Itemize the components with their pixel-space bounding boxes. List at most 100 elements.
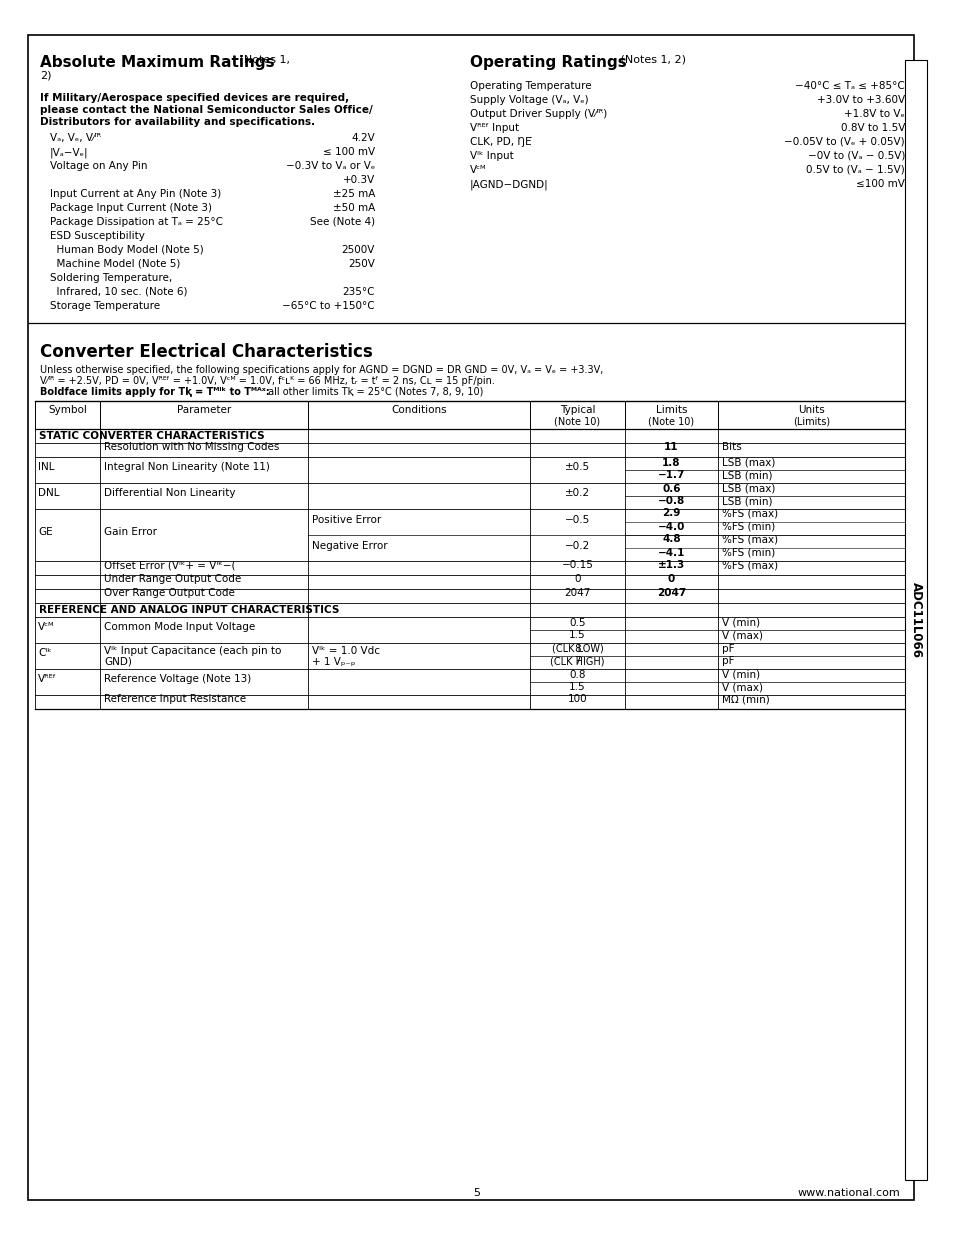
Text: 2047: 2047 [564,588,590,598]
Text: Typical: Typical [559,405,595,415]
Text: Vᴿᴱᶠ: Vᴿᴱᶠ [38,674,57,684]
Text: −0.3V to Vₐ or Vₑ: −0.3V to Vₐ or Vₑ [286,161,375,170]
Text: (CLK HIGH): (CLK HIGH) [550,657,604,667]
Text: REFERENCE AND ANALOG INPUT CHARACTERISTICS: REFERENCE AND ANALOG INPUT CHARACTERISTI… [39,605,339,615]
Text: CLK, PD, ŊE̅: CLK, PD, ŊE̅ [470,137,531,147]
Text: %FS (max): %FS (max) [721,535,778,545]
Text: Output Driver Supply (V⁄ᴵᴿ): Output Driver Supply (V⁄ᴵᴿ) [470,109,607,119]
Text: Vₐ, Vₑ, V⁄ᴵᴿ: Vₐ, Vₑ, V⁄ᴵᴿ [50,133,101,143]
Text: Storage Temperature: Storage Temperature [50,301,160,311]
Text: ≤100 mV: ≤100 mV [855,179,904,189]
Text: Vᴵᵏ = 1.0 Vdc: Vᴵᵏ = 1.0 Vdc [312,646,379,656]
Text: Input Current at Any Pin (Note 3): Input Current at Any Pin (Note 3) [50,189,221,199]
Text: Gain Error: Gain Error [104,527,157,537]
Text: See (Note 4): See (Note 4) [310,217,375,227]
Text: ESD Susceptibility: ESD Susceptibility [50,231,145,241]
Text: Positive Error: Positive Error [312,515,381,525]
Text: Distributors for availability and specifications.: Distributors for availability and specif… [40,117,314,127]
Text: ±0.2: ±0.2 [564,488,590,498]
Text: 235°C: 235°C [342,287,375,296]
Text: pF: pF [721,657,734,667]
Text: Vᶜᴹ: Vᶜᴹ [38,622,54,632]
Text: ADC11L066: ADC11L066 [908,582,922,658]
Text: MΩ (min): MΩ (min) [721,694,769,704]
Text: LSB (max): LSB (max) [721,483,775,494]
Text: 1.5: 1.5 [569,683,585,693]
Text: Parameter: Parameter [176,405,231,415]
Text: pF: pF [721,643,734,653]
Text: Differential Non Linearity: Differential Non Linearity [104,488,235,498]
Text: ±1.3: ±1.3 [658,559,684,571]
Text: 0.6: 0.6 [661,483,680,494]
Text: +3.0V to +3.60V: +3.0V to +3.60V [816,95,904,105]
Text: +1.8V to Vₑ: +1.8V to Vₑ [843,109,904,119]
Text: V (min): V (min) [721,669,760,679]
Text: Package Input Current (Note 3): Package Input Current (Note 3) [50,203,212,212]
Text: 4.2V: 4.2V [351,133,375,143]
Text: (CLK LOW): (CLK LOW) [551,643,602,653]
Text: (Limits): (Limits) [792,416,829,426]
Text: %FS (min): %FS (min) [721,521,775,531]
Text: 0.5: 0.5 [569,618,585,627]
Text: Conditions: Conditions [391,405,446,415]
Text: −4.1: −4.1 [658,547,684,557]
Text: Reference Input Resistance: Reference Input Resistance [104,694,246,704]
Text: 0.8V to 1.5V: 0.8V to 1.5V [840,124,904,133]
Text: www.national.com: www.national.com [797,1188,899,1198]
Text: −0.15: −0.15 [561,559,593,571]
Text: ≤ 100 mV: ≤ 100 mV [322,147,375,157]
Text: V (min): V (min) [721,618,760,627]
Text: 4.8: 4.8 [661,535,680,545]
Text: please contact the National Semiconductor Sales Office/: please contact the National Semiconducto… [40,105,373,115]
Text: −0.05V to (Vₑ + 0.05V): −0.05V to (Vₑ + 0.05V) [783,137,904,147]
Text: all other limits Tⱪ = 25°C (Notes 7, 8, 9, 10): all other limits Tⱪ = 25°C (Notes 7, 8, … [265,387,483,396]
Text: Converter Electrical Characteristics: Converter Electrical Characteristics [40,343,373,361]
Text: %FS (max): %FS (max) [721,509,778,519]
Text: Integral Non Linearity (Note 11): Integral Non Linearity (Note 11) [104,462,270,472]
Text: −65°C to +150°C: −65°C to +150°C [282,301,375,311]
Text: %FS (min): %FS (min) [721,547,775,557]
Text: Operating Temperature: Operating Temperature [470,82,591,91]
Text: Bits: Bits [721,442,741,452]
Text: V (max): V (max) [721,631,762,641]
Text: Absolute Maximum Ratings: Absolute Maximum Ratings [40,56,274,70]
Text: −40°C ≤ Tₐ ≤ +85°C: −40°C ≤ Tₐ ≤ +85°C [795,82,904,91]
Text: 250V: 250V [348,259,375,269]
Bar [904,61,926,1179]
Text: −1.7: −1.7 [658,471,684,480]
Text: −0V to (Vₐ − 0.5V): −0V to (Vₐ − 0.5V) [807,151,904,161]
Text: Unless otherwise specified, the following specifications apply for AGND = DGND =: Unless otherwise specified, the followin… [40,366,602,375]
Text: Operating Ratings: Operating Ratings [470,56,626,70]
Text: If Military/Aerospace specified devices are required,: If Military/Aerospace specified devices … [40,93,349,103]
Text: V (max): V (max) [721,683,762,693]
Text: Vᴵᵏ Input: Vᴵᵏ Input [470,151,514,161]
Text: (Note 10): (Note 10) [554,416,600,426]
Text: ±25 mA: ±25 mA [333,189,375,199]
Text: GND): GND) [104,657,132,667]
Text: 2.9: 2.9 [661,509,680,519]
Text: 0: 0 [667,574,675,584]
Text: Common Mode Input Voltage: Common Mode Input Voltage [104,622,255,632]
Text: +0.3V: +0.3V [342,175,375,185]
Text: Under Range Output Code: Under Range Output Code [104,574,241,584]
Text: 2500V: 2500V [341,245,375,254]
Text: Human Body Model (Note 5): Human Body Model (Note 5) [50,245,204,254]
Text: −0.5: −0.5 [564,515,590,525]
Text: Reference Voltage (Note 13): Reference Voltage (Note 13) [104,674,251,684]
Text: Resolution with No Missing Codes: Resolution with No Missing Codes [104,442,279,452]
Text: ±0.5: ±0.5 [564,462,590,472]
Text: Soldering Temperature,: Soldering Temperature, [50,273,172,283]
Text: −0.2: −0.2 [564,541,590,551]
Text: Units: Units [798,405,824,415]
Text: Over Range Output Code: Over Range Output Code [104,588,234,598]
Text: 1.8: 1.8 [661,457,680,468]
Text: |Vₐ−Vₑ|: |Vₐ−Vₑ| [50,147,89,158]
Text: LSB (min): LSB (min) [721,471,772,480]
Text: ±50 mA: ±50 mA [333,203,375,212]
Text: (Notes 1, 2): (Notes 1, 2) [617,56,685,65]
Text: 2047: 2047 [657,588,685,598]
Text: Vᴿᴱᶠ Input: Vᴿᴱᶠ Input [470,124,518,133]
Text: −0.8: −0.8 [658,496,684,506]
Text: GE: GE [38,527,52,537]
Text: Infrared, 10 sec. (Note 6): Infrared, 10 sec. (Note 6) [50,287,188,296]
